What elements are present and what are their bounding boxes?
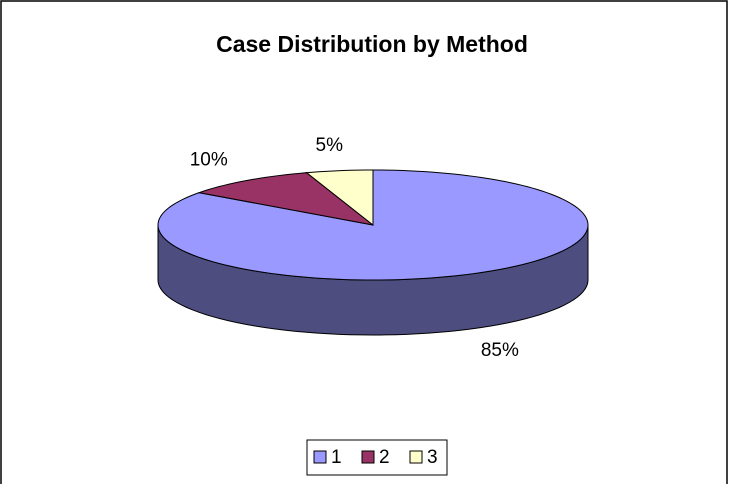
chart-title: Case Distribution by Method bbox=[216, 31, 528, 57]
data-label: 10% bbox=[190, 149, 228, 170]
legend-swatch bbox=[361, 450, 375, 464]
slice bbox=[197, 172, 374, 226]
data-label: 5% bbox=[316, 135, 344, 156]
legend-swatch bbox=[409, 450, 423, 464]
legend-box bbox=[306, 439, 448, 476]
legend-swatch bbox=[313, 450, 327, 464]
legend-label: 3 bbox=[427, 447, 438, 468]
legend-label: 2 bbox=[379, 447, 390, 468]
slice bbox=[305, 169, 374, 227]
data-label: 85% bbox=[481, 340, 519, 361]
legend-label: 1 bbox=[331, 447, 342, 468]
